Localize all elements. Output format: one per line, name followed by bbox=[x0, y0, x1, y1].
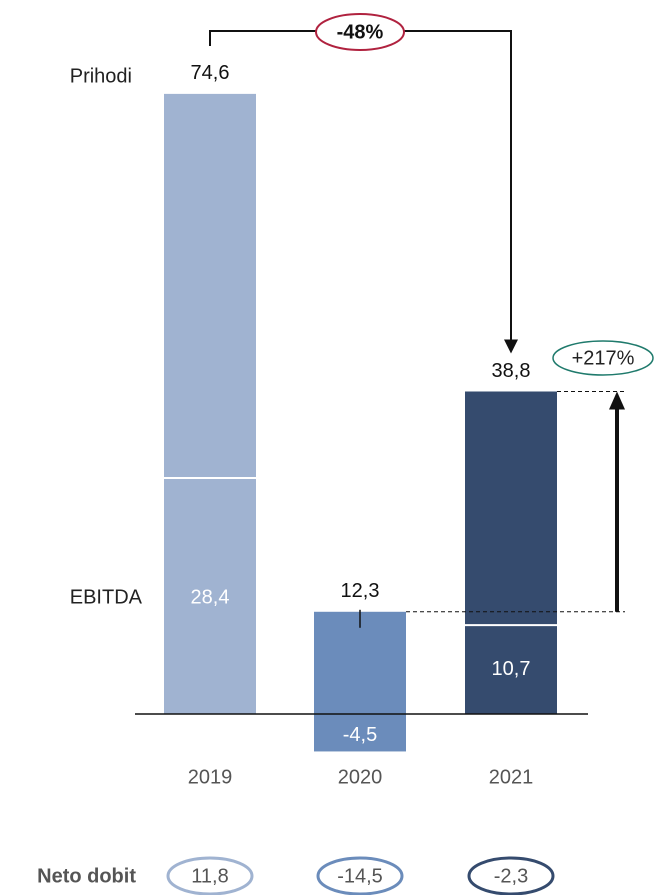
bar bbox=[314, 611, 406, 715]
series-label: Prihodi bbox=[70, 65, 132, 87]
net-profit-badge bbox=[316, 856, 404, 895]
bar bbox=[164, 477, 256, 715]
bar bbox=[314, 714, 406, 752]
bar bbox=[465, 625, 557, 715]
value-label: 12,3 bbox=[341, 580, 380, 602]
net-profit-title: Neto dobit bbox=[37, 865, 136, 887]
annotation-badge bbox=[315, 13, 405, 51]
series-label: EBITDA bbox=[70, 586, 143, 608]
annotation: -48% bbox=[337, 21, 384, 43]
annotation-badge bbox=[552, 340, 654, 376]
value-label: -4,5 bbox=[343, 724, 377, 746]
net-profit-label: 11,8 bbox=[191, 865, 228, 887]
value-label: 38,8 bbox=[492, 360, 531, 382]
annotation: +217% bbox=[572, 347, 635, 369]
arrow-head bbox=[609, 391, 625, 410]
net-profit-label: -2,3 bbox=[494, 865, 528, 887]
value-label: 10,7 bbox=[492, 658, 531, 680]
value-label: 28,4 bbox=[191, 586, 230, 608]
x-tick-label: 2020 bbox=[338, 766, 383, 788]
net-profit-badge bbox=[467, 856, 555, 895]
x-tick-label: 2019 bbox=[188, 766, 233, 788]
value-label: 74,6 bbox=[191, 62, 230, 84]
net-profit-label: -14,5 bbox=[337, 865, 383, 887]
net-profit-badge bbox=[166, 856, 254, 895]
arrow-head bbox=[504, 339, 518, 354]
x-tick-label: 2021 bbox=[489, 766, 534, 788]
